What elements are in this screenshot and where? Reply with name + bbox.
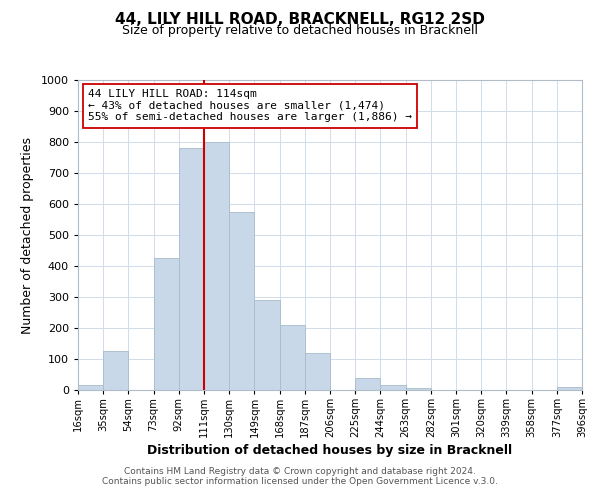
Bar (78, 386, 103, 390)
Bar (380, 386, 406, 390)
Bar (204, 142, 229, 390)
Text: 44, LILY HILL ROAD, BRACKNELL, RG12 2SD: 44, LILY HILL ROAD, BRACKNELL, RG12 2SD (115, 12, 485, 28)
Bar (406, 388, 431, 390)
Text: Contains public sector information licensed under the Open Government Licence v.: Contains public sector information licen… (102, 477, 498, 486)
Bar (280, 325, 305, 390)
Bar (355, 378, 380, 390)
Bar (557, 387, 582, 390)
Bar (103, 351, 128, 390)
Text: Size of property relative to detached houses in Bracknell: Size of property relative to detached ho… (122, 24, 478, 37)
Bar (229, 212, 254, 390)
Bar (254, 300, 280, 390)
Text: 44 LILY HILL ROAD: 114sqm
← 43% of detached houses are smaller (1,474)
55% of se: 44 LILY HILL ROAD: 114sqm ← 43% of detac… (88, 90, 412, 122)
X-axis label: Distribution of detached houses by size in Bracknell: Distribution of detached houses by size … (148, 444, 512, 458)
Bar (154, 258, 179, 390)
Y-axis label: Number of detached properties: Number of detached properties (21, 136, 34, 334)
Text: Contains HM Land Registry data © Crown copyright and database right 2024.: Contains HM Land Registry data © Crown c… (124, 467, 476, 476)
Bar (179, 148, 204, 390)
Bar (305, 353, 330, 390)
